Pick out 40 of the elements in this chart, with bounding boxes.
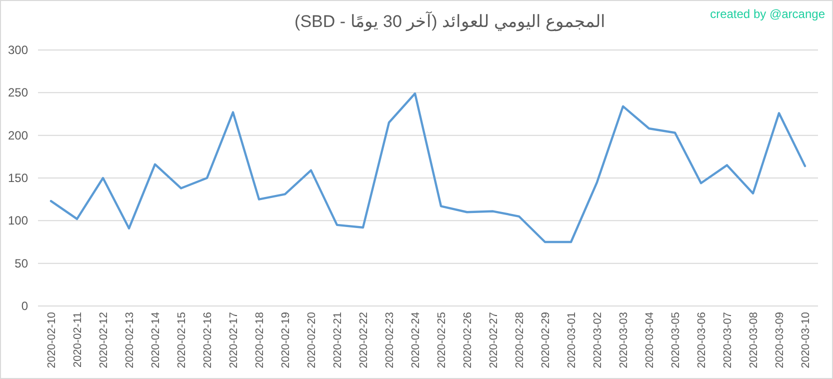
x-tick-label: 2020-02-23 — [384, 312, 396, 368]
y-tick-label: 0 — [21, 299, 28, 313]
x-tick-label: 2020-02-12 — [98, 312, 110, 368]
x-tick-label: 2020-02-11 — [72, 312, 84, 368]
y-tick-label: 300 — [8, 43, 28, 57]
y-tick-label: 150 — [8, 171, 28, 185]
x-tick-label: 2020-02-13 — [124, 312, 136, 368]
x-tick-label: 2020-03-06 — [696, 312, 708, 368]
x-tick-label: 2020-02-20 — [306, 312, 318, 368]
x-tick-label: 2020-02-21 — [332, 312, 344, 368]
x-tick-label: 2020-02-22 — [358, 312, 370, 368]
text: created by @arcange — [710, 7, 826, 21]
x-tick-label: 2020-02-28 — [514, 312, 526, 368]
y-tick-label: 50 — [14, 256, 28, 270]
x-tick-label: 2020-03-07 — [722, 312, 734, 368]
x-tick-label: 2020-02-16 — [202, 312, 214, 368]
x-tick-label: 2020-03-05 — [670, 312, 682, 368]
x-tick-label: 2020-03-08 — [748, 312, 760, 368]
x-tick-label: 2020-02-15 — [176, 312, 188, 368]
x-tick-label: 2020-02-29 — [540, 312, 552, 368]
x-tick-label: 2020-02-24 — [410, 312, 422, 368]
y-tick-label: 100 — [8, 214, 28, 228]
x-tick-label: 2020-03-04 — [644, 312, 656, 368]
x-tick-label: 2020-02-25 — [436, 312, 448, 368]
y-tick-label: 250 — [8, 86, 28, 100]
x-tick-label: 2020-02-27 — [488, 312, 500, 368]
chart-title: المجموع اليومي للعوائد (آخر 30 يومًا - SBD) — [294, 10, 606, 32]
x-tick-label: 2020-03-02 — [592, 312, 604, 368]
x-tick-label: 2020-03-03 — [618, 312, 630, 368]
x-tick-label: 2020-02-17 — [228, 312, 240, 368]
x-tick-label: 2020-03-09 — [774, 312, 786, 368]
x-tick-label: 2020-03-10 — [800, 312, 812, 368]
y-tick-label: 200 — [8, 128, 28, 142]
x-tick-label: 2020-02-14 — [150, 312, 162, 368]
x-tick-label: 2020-03-01 — [566, 312, 578, 368]
x-tick-label: 2020-02-18 — [254, 312, 266, 368]
x-tick-label: 2020-02-10 — [46, 312, 58, 368]
line-series — [50, 92, 806, 244]
x-tick-label: 2020-02-26 — [462, 312, 474, 368]
x-tick-label: 2020-02-19 — [280, 312, 292, 368]
